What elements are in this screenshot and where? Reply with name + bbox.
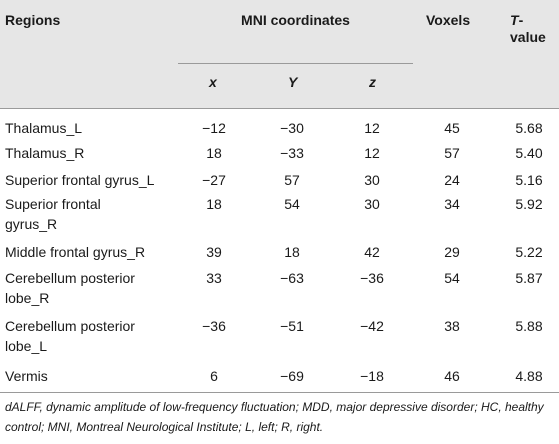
header-y: Y: [288, 74, 298, 90]
table-bottom-rule: [0, 392, 559, 393]
table-cell-y: −69: [280, 368, 304, 384]
table-cell-x: −27: [202, 172, 226, 188]
header-t-letter: T: [510, 12, 519, 28]
table-row-region: Middle frontal gyrus_R: [5, 244, 146, 260]
table-cell-voxels: 46: [444, 368, 460, 384]
table-cell-t: 5.16: [515, 172, 543, 188]
table-cell-t: 5.68: [515, 120, 543, 136]
table-cell-z: 30: [364, 196, 380, 212]
table-header-band: [0, 0, 559, 109]
table-cell-t: 5.92: [515, 196, 543, 212]
table-row-region: Superior frontal gyrus_R: [5, 196, 101, 232]
header-t-dash: -: [518, 12, 524, 28]
table-cell-x: 6: [210, 368, 218, 384]
table-cell-voxels: 24: [444, 172, 460, 188]
table-cell-t: 5.88: [515, 318, 543, 334]
table-cell-y: 18: [284, 244, 300, 260]
header-x: x: [209, 74, 217, 90]
table-cell-z: −36: [360, 270, 384, 286]
table-cell-x: 33: [206, 270, 222, 286]
table-row-region: Cerebellum posterior lobe_L: [5, 318, 135, 354]
table-cell-x: 39: [206, 244, 222, 260]
table-cell-z: 42: [364, 244, 380, 260]
header-t-value: T- value: [510, 12, 558, 46]
table-cell-t: 5.40: [515, 145, 543, 161]
table-cell-y: −51: [280, 318, 304, 334]
table-cell-y: −30: [280, 120, 304, 136]
table-row-region: Cerebellum posterior lobe_R: [5, 270, 135, 306]
table-cell-y: 54: [284, 196, 300, 212]
table-cell-voxels: 34: [444, 196, 460, 212]
table-cell-voxels: 54: [444, 270, 460, 286]
header-bottom-rule: [0, 108, 559, 109]
table-cell-t: 5.87: [515, 270, 543, 286]
table-row-region: Thalamus_R: [5, 145, 85, 161]
header-z: z: [369, 74, 376, 90]
table-cell-z: −42: [360, 318, 384, 334]
table-row-region: Superior frontal gyrus_L: [5, 172, 155, 188]
table-cell-y: −33: [280, 145, 304, 161]
header-mni-coordinates: MNI coordinates: [241, 12, 350, 28]
table-cell-z: 12: [364, 120, 380, 136]
table-cell-t: 4.88: [515, 368, 543, 384]
table-cell-z: −18: [360, 368, 384, 384]
header-voxels: Voxels: [426, 12, 471, 28]
table-row-region: Vermis: [5, 368, 48, 384]
header-t-value-line2: value: [510, 29, 546, 45]
table-footnote: dALFF, dynamic amplitude of low-frequenc…: [5, 400, 544, 434]
table-cell-x: 18: [206, 145, 222, 161]
table-cell-x: 18: [206, 196, 222, 212]
table-cell-y: −63: [280, 270, 304, 286]
table-cell-voxels: 45: [444, 120, 460, 136]
mni-subheader-rule: [178, 63, 413, 64]
table-cell-z: 30: [364, 172, 380, 188]
table-cell-voxels: 57: [444, 145, 460, 161]
table-cell-t: 5.22: [515, 244, 543, 260]
table-cell-voxels: 29: [444, 244, 460, 260]
table-cell-voxels: 38: [444, 318, 460, 334]
table-cell-x: −12: [202, 120, 226, 136]
table-row-region: Thalamus_L: [5, 120, 83, 136]
table-cell-z: 12: [364, 145, 380, 161]
table-cell-x: −36: [202, 318, 226, 334]
header-regions: Regions: [5, 12, 61, 28]
table-cell-y: 57: [284, 172, 300, 188]
